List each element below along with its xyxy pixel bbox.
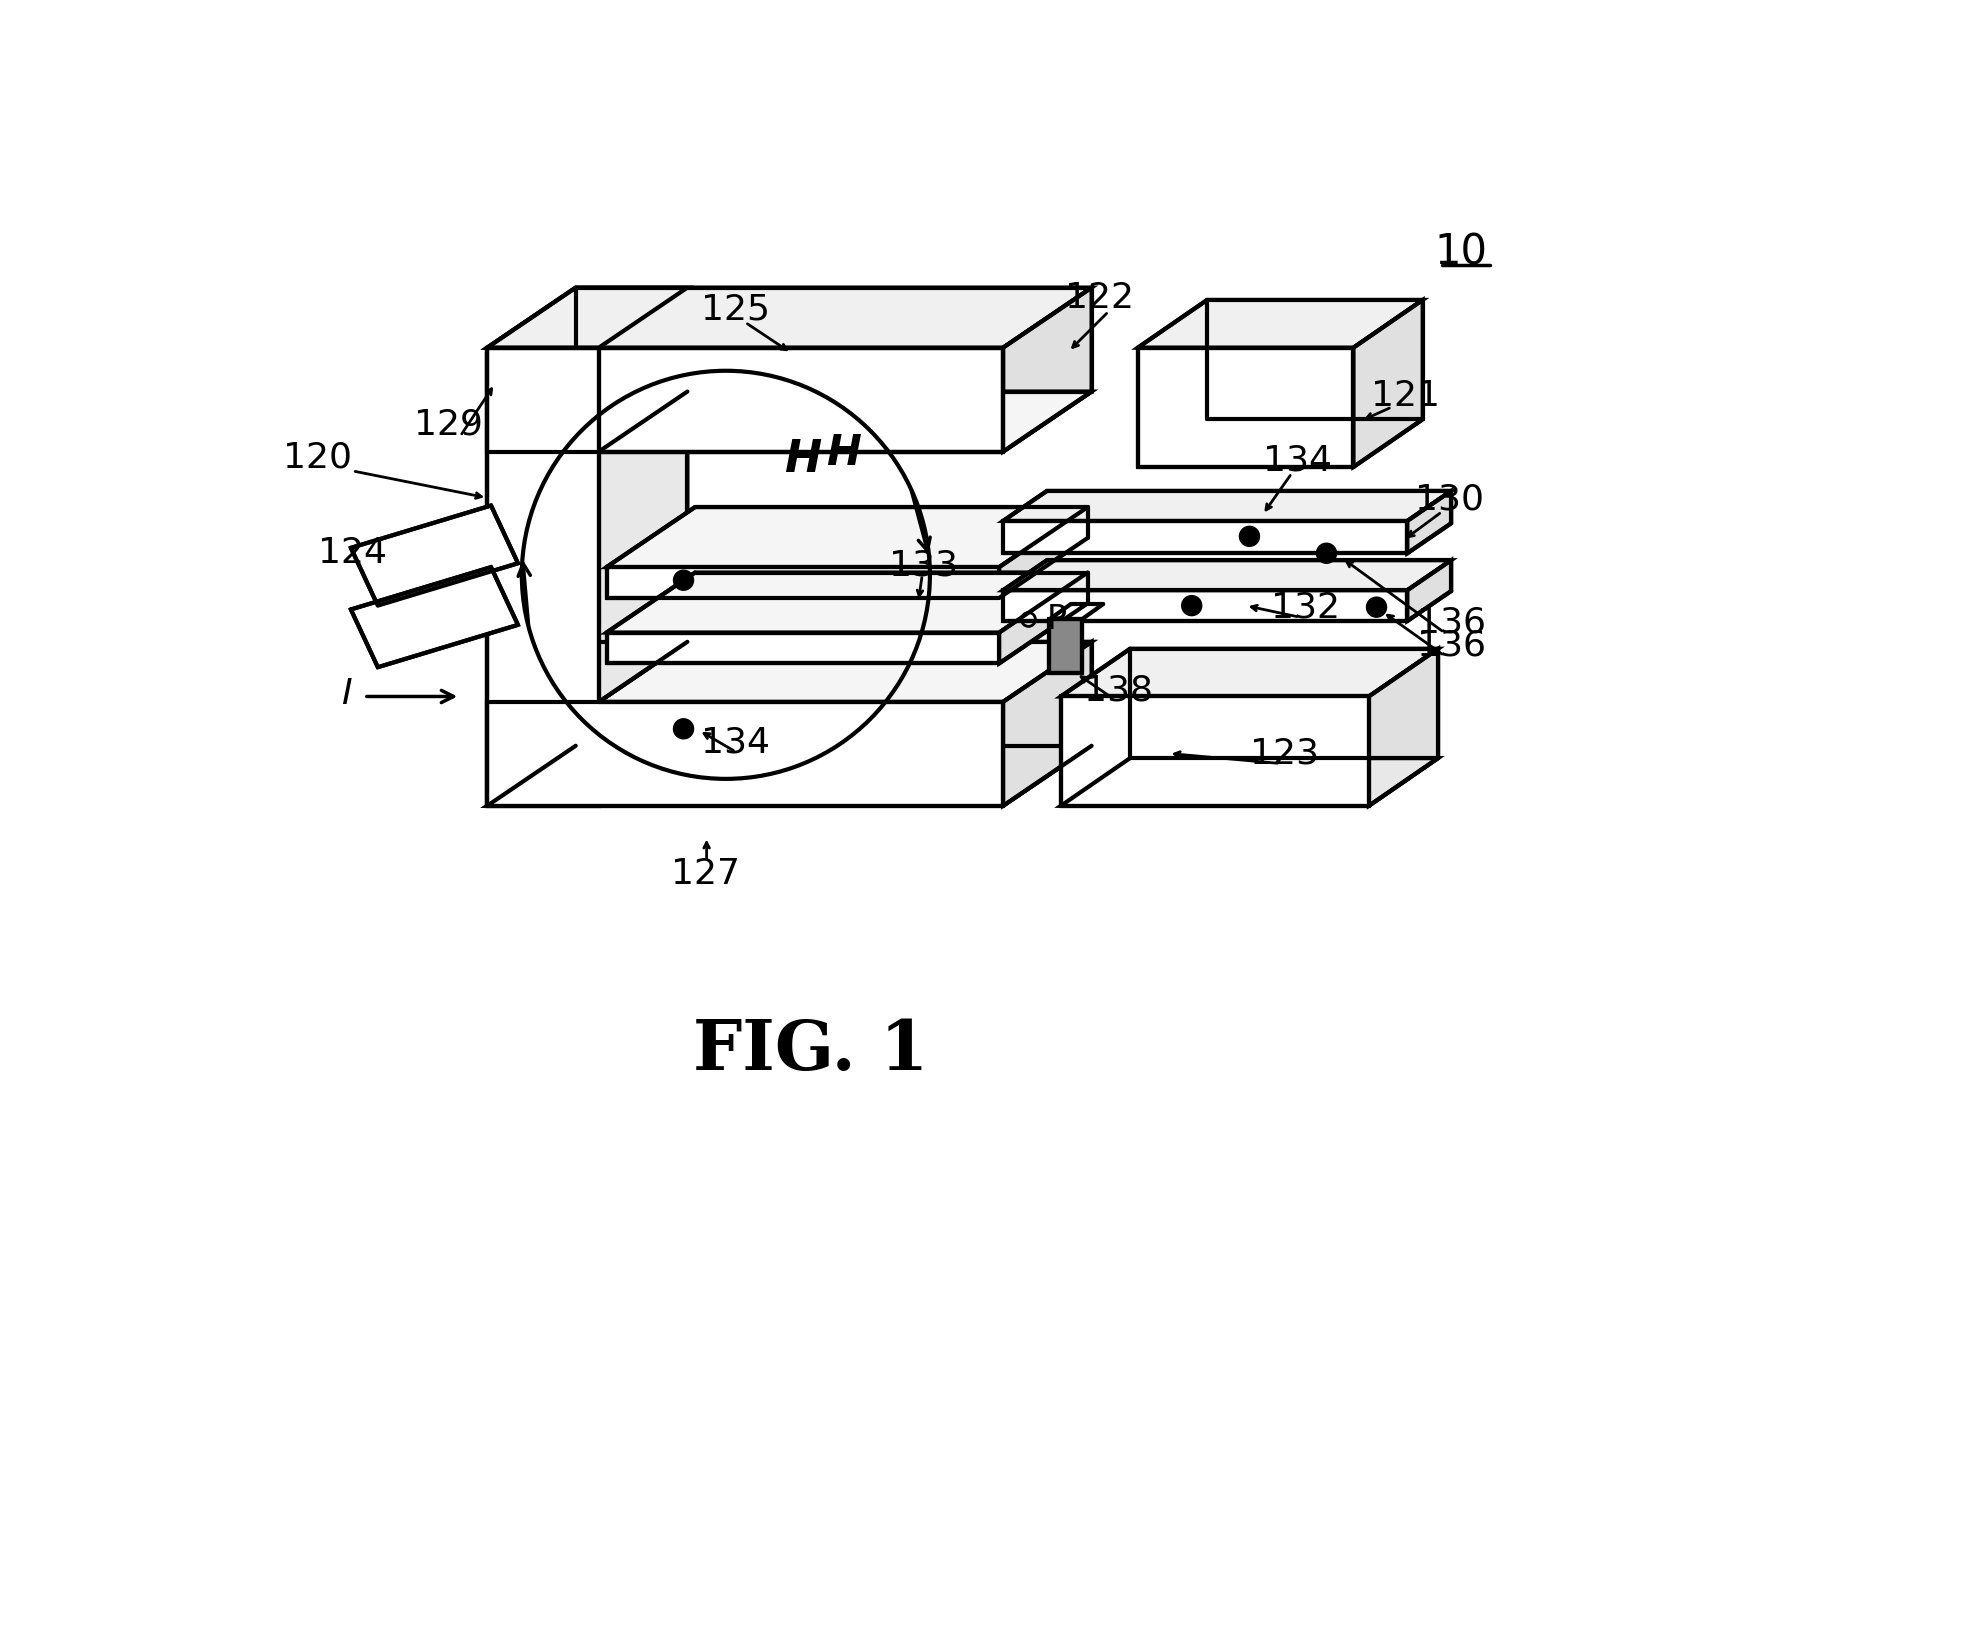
Text: 124: 124 xyxy=(319,537,388,570)
Text: 125: 125 xyxy=(701,293,770,326)
Text: 10: 10 xyxy=(1435,232,1488,273)
Polygon shape xyxy=(1061,759,1439,807)
Text: I: I xyxy=(340,677,352,711)
Polygon shape xyxy=(487,288,687,347)
Polygon shape xyxy=(1049,619,1083,673)
Polygon shape xyxy=(487,288,1092,347)
Polygon shape xyxy=(1003,520,1407,553)
Polygon shape xyxy=(1003,491,1451,520)
Text: FIG. 1: FIG. 1 xyxy=(693,1017,928,1085)
Text: 127: 127 xyxy=(671,856,740,890)
Polygon shape xyxy=(606,507,1088,568)
Circle shape xyxy=(673,719,693,739)
Polygon shape xyxy=(350,568,518,667)
Circle shape xyxy=(1181,596,1201,616)
Text: 120: 120 xyxy=(283,441,352,474)
Polygon shape xyxy=(606,632,999,663)
Circle shape xyxy=(1239,527,1259,546)
Text: 136: 136 xyxy=(1417,629,1486,663)
Polygon shape xyxy=(1003,642,1092,807)
Polygon shape xyxy=(1369,649,1439,807)
Text: 138: 138 xyxy=(1084,673,1154,708)
Polygon shape xyxy=(1003,288,1092,451)
Polygon shape xyxy=(600,392,687,701)
Polygon shape xyxy=(487,347,1003,451)
Polygon shape xyxy=(487,746,687,807)
Polygon shape xyxy=(487,746,1092,807)
Polygon shape xyxy=(606,568,999,597)
Text: 134: 134 xyxy=(701,726,770,760)
Polygon shape xyxy=(1407,491,1451,553)
Circle shape xyxy=(1367,597,1387,617)
Polygon shape xyxy=(1061,696,1369,807)
Polygon shape xyxy=(600,642,1092,701)
Text: 122: 122 xyxy=(1065,280,1134,314)
Polygon shape xyxy=(350,505,518,606)
Polygon shape xyxy=(999,507,1088,597)
Text: 132: 132 xyxy=(1271,591,1340,624)
Text: 136: 136 xyxy=(1417,606,1486,640)
Text: 133: 133 xyxy=(889,548,958,583)
Text: 130: 130 xyxy=(1415,482,1484,517)
Text: P: P xyxy=(1047,602,1067,635)
Text: 134: 134 xyxy=(1263,444,1332,477)
Polygon shape xyxy=(487,701,1003,807)
Polygon shape xyxy=(1354,300,1423,467)
Text: H: H xyxy=(784,438,821,481)
Polygon shape xyxy=(999,573,1088,663)
Polygon shape xyxy=(1003,591,1407,621)
Polygon shape xyxy=(600,392,1092,451)
Polygon shape xyxy=(1003,560,1451,591)
Polygon shape xyxy=(1061,649,1439,696)
Circle shape xyxy=(1316,543,1336,563)
Polygon shape xyxy=(606,573,1088,632)
Circle shape xyxy=(673,570,693,591)
Polygon shape xyxy=(1138,347,1354,467)
Polygon shape xyxy=(1407,560,1451,621)
Polygon shape xyxy=(1138,300,1423,347)
Polygon shape xyxy=(487,347,600,807)
Text: 121: 121 xyxy=(1371,379,1441,413)
Text: 123: 123 xyxy=(1249,736,1318,770)
Text: 129: 129 xyxy=(414,408,483,441)
Text: H: H xyxy=(827,433,861,474)
